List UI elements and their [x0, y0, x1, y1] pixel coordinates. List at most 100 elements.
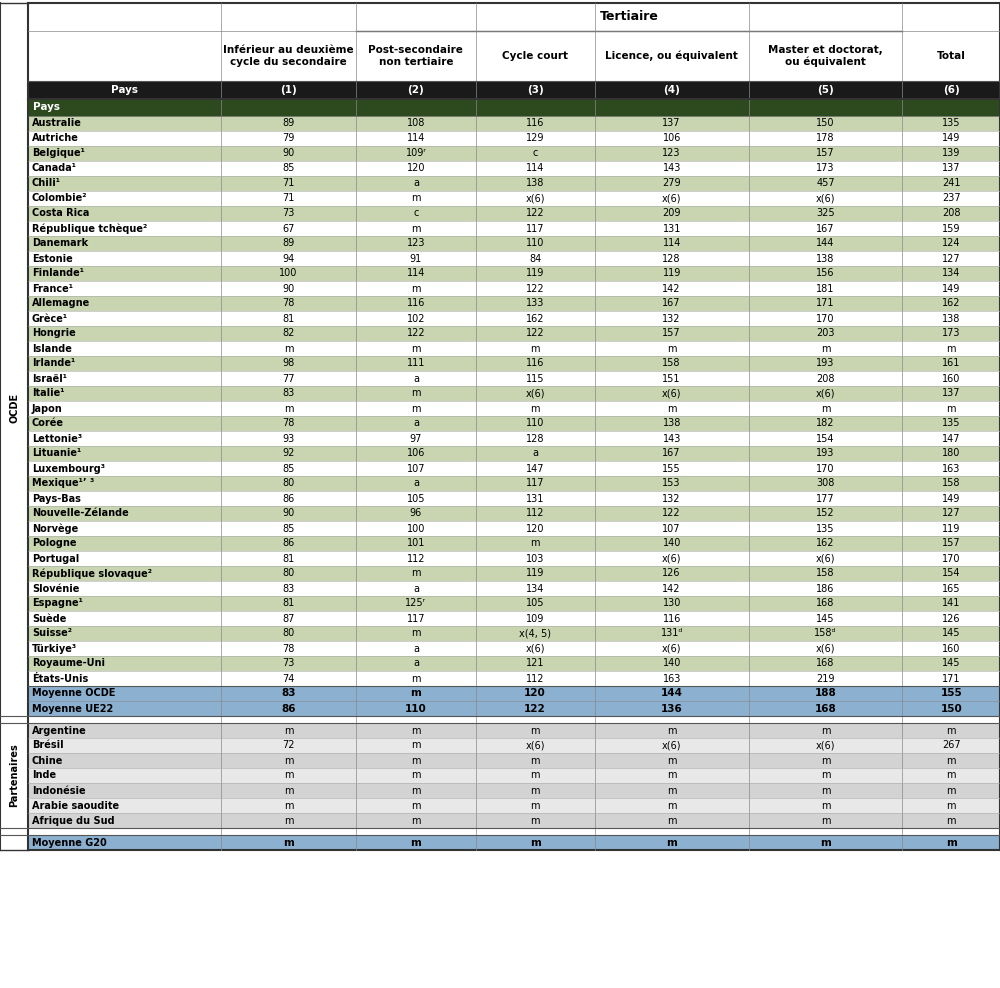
- Text: m: m: [411, 628, 421, 638]
- Text: Post-secondaire
non tertiaire: Post-secondaire non tertiaire: [368, 45, 463, 67]
- Text: 83: 83: [282, 584, 295, 594]
- Text: a: a: [413, 478, 419, 488]
- Text: 162: 162: [526, 313, 544, 323]
- Text: 126: 126: [662, 568, 681, 579]
- Text: 147: 147: [526, 463, 544, 473]
- Text: x(6): x(6): [816, 388, 835, 398]
- Text: 128: 128: [526, 434, 544, 444]
- Text: 119: 119: [942, 524, 960, 534]
- Text: Espagne¹: Espagne¹: [32, 599, 83, 609]
- Text: 80: 80: [282, 568, 295, 579]
- Text: 168: 168: [815, 703, 836, 713]
- Bar: [28, 835, 1000, 850]
- Text: 92: 92: [282, 449, 295, 458]
- Text: 114: 114: [526, 163, 544, 174]
- Text: 117: 117: [526, 478, 544, 488]
- Text: m: m: [666, 838, 677, 848]
- Text: m: m: [530, 725, 540, 735]
- Text: m: m: [667, 756, 676, 766]
- Text: 143: 143: [662, 434, 681, 444]
- Text: Cycle court: Cycle court: [502, 51, 568, 61]
- Text: m: m: [667, 800, 676, 810]
- Bar: [28, 476, 1000, 491]
- Bar: [28, 723, 1000, 738]
- Text: m: m: [820, 838, 831, 848]
- Text: a: a: [413, 584, 419, 594]
- Text: 138: 138: [942, 313, 960, 323]
- Text: 150: 150: [940, 703, 962, 713]
- Text: 90: 90: [282, 148, 295, 158]
- Text: m: m: [411, 800, 421, 810]
- Bar: [28, 161, 1000, 176]
- Text: x(6): x(6): [816, 643, 835, 653]
- Text: x(6): x(6): [662, 388, 681, 398]
- Bar: [28, 341, 1000, 356]
- Text: Royaume-Uni: Royaume-Uni: [32, 658, 105, 669]
- Text: Master et doctorat,
ou équivalent: Master et doctorat, ou équivalent: [768, 44, 883, 67]
- Text: Japon: Japon: [32, 403, 63, 414]
- Bar: [28, 371, 1000, 386]
- Bar: [28, 146, 1000, 161]
- Text: 103: 103: [526, 553, 544, 563]
- Bar: [28, 81, 1000, 99]
- Bar: [28, 116, 1000, 131]
- Text: 102: 102: [407, 313, 425, 323]
- Text: 122: 122: [526, 208, 544, 218]
- Text: 100: 100: [279, 269, 298, 279]
- Text: 90: 90: [282, 284, 295, 293]
- Text: Moyenne UE22: Moyenne UE22: [32, 703, 113, 713]
- Text: m: m: [411, 194, 421, 204]
- Text: m: m: [946, 785, 956, 795]
- Text: 71: 71: [282, 194, 295, 204]
- Text: m: m: [411, 756, 421, 766]
- Text: Türkiye³: Türkiye³: [32, 643, 77, 653]
- Text: 177: 177: [816, 493, 835, 504]
- Text: m: m: [667, 403, 676, 414]
- Text: 114: 114: [407, 269, 425, 279]
- Text: 128: 128: [662, 254, 681, 264]
- Bar: [28, 768, 1000, 783]
- Text: 158: 158: [942, 478, 960, 488]
- Text: m: m: [667, 785, 676, 795]
- Text: Israël¹: Israël¹: [32, 373, 67, 383]
- Text: m: m: [411, 740, 421, 751]
- Text: 135: 135: [942, 419, 960, 429]
- Text: 67: 67: [282, 223, 295, 233]
- Text: m: m: [284, 344, 293, 354]
- Text: Pologne: Pologne: [32, 538, 76, 548]
- Text: m: m: [946, 815, 956, 826]
- Text: Islande: Islande: [32, 344, 72, 354]
- Text: Australie: Australie: [32, 119, 82, 128]
- Text: 168: 168: [816, 599, 835, 609]
- Bar: [28, 551, 1000, 566]
- Text: 78: 78: [282, 419, 295, 429]
- Text: 73: 73: [282, 658, 295, 669]
- Text: 152: 152: [816, 509, 835, 519]
- Text: 86: 86: [282, 538, 295, 548]
- Text: Belgique¹: Belgique¹: [32, 148, 85, 158]
- Text: c: c: [413, 208, 419, 218]
- Text: 157: 157: [942, 538, 961, 548]
- Text: 127: 127: [942, 509, 961, 519]
- Text: 84: 84: [529, 254, 541, 264]
- Text: 279: 279: [662, 179, 681, 189]
- Text: 89: 89: [282, 119, 295, 128]
- Text: 158: 158: [662, 359, 681, 369]
- Text: 170: 170: [816, 463, 835, 473]
- Text: (1): (1): [280, 85, 297, 95]
- Text: Canada¹: Canada¹: [32, 163, 77, 174]
- Text: m: m: [946, 403, 956, 414]
- Bar: [28, 131, 1000, 146]
- Text: 180: 180: [942, 449, 960, 458]
- Text: 132: 132: [662, 493, 681, 504]
- Text: x(4, 5): x(4, 5): [519, 628, 551, 638]
- Text: 120: 120: [524, 689, 546, 699]
- Text: 267: 267: [942, 740, 961, 751]
- Text: 219: 219: [816, 674, 835, 684]
- Text: 115: 115: [526, 373, 544, 383]
- Text: 117: 117: [407, 614, 425, 623]
- Text: m: m: [530, 403, 540, 414]
- Text: 109ʳ: 109ʳ: [405, 148, 426, 158]
- Text: m: m: [530, 785, 540, 795]
- Text: 208: 208: [942, 208, 960, 218]
